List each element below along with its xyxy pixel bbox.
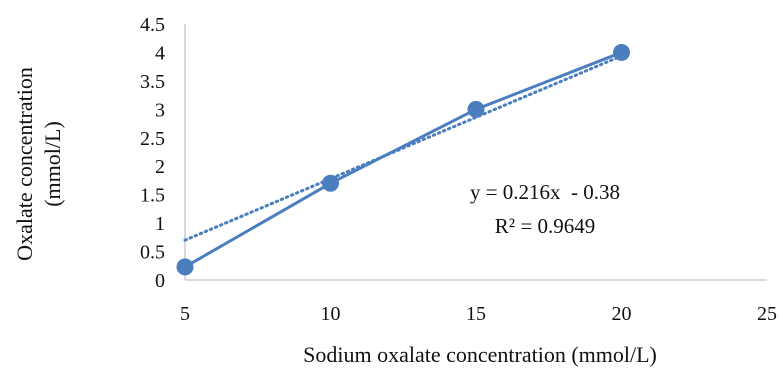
y-tick-label: 2 <box>155 156 165 178</box>
data-series <box>176 43 630 276</box>
y-tick-label: 0 <box>155 270 165 292</box>
y-tick-label: 1.5 <box>140 185 165 207</box>
y-tick-label: 1 <box>155 213 165 235</box>
data-point <box>613 43 630 61</box>
x-tick-label: 5 <box>180 303 190 325</box>
axes <box>184 24 767 281</box>
r-squared-label: R² = 0.9649 <box>495 214 595 238</box>
equation-label: y = 0.216x - 0.38 <box>470 180 620 204</box>
x-tick-label: 25 <box>757 303 777 325</box>
y-axis-title-line-2: (mmol/L) <box>40 121 65 207</box>
x-axis-title: Sodium oxalate concentration (mmol/L) <box>303 342 657 367</box>
trendline <box>183 54 623 242</box>
x-axis-ticks: 5 10 15 20 25 <box>180 303 777 325</box>
trendline-equation: y = 0.216x - 0.38 R² = 0.9649 <box>470 180 620 238</box>
y-tick-label: 3 <box>155 99 165 121</box>
x-tick-label: 15 <box>466 303 486 325</box>
trendline-path <box>183 54 623 242</box>
y-tick-label: 3.5 <box>140 71 165 93</box>
x-tick-label: 20 <box>612 303 632 325</box>
y-tick-label: 2.5 <box>140 128 165 150</box>
y-axis-ticks: 0 0.5 1 1.5 2 2.5 3 3.5 4 4.5 <box>140 14 165 292</box>
x-tick-label: 10 <box>321 303 341 325</box>
y-tick-label: 4 <box>155 42 165 64</box>
data-point <box>467 100 485 118</box>
data-point <box>322 174 339 192</box>
series-line <box>184 51 623 269</box>
data-point <box>176 258 194 276</box>
y-tick-label: 4.5 <box>140 14 165 36</box>
y-axis-title: Oxalate concentration (mmol/L) <box>12 67 65 261</box>
y-tick-label: 0.5 <box>140 242 165 264</box>
y-axis-title-line-1: Oxalate concentration <box>12 67 37 261</box>
